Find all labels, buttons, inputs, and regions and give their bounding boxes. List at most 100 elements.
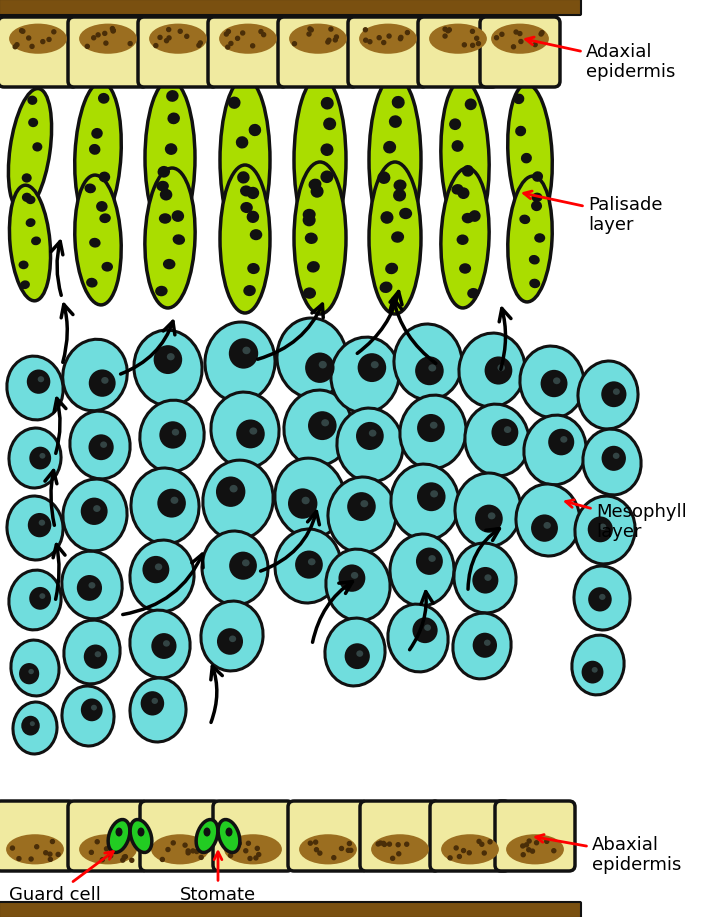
FancyArrowPatch shape [261, 512, 319, 571]
Ellipse shape [583, 429, 641, 495]
FancyBboxPatch shape [140, 801, 220, 871]
Ellipse shape [32, 142, 42, 151]
Ellipse shape [613, 453, 620, 458]
Ellipse shape [19, 663, 40, 684]
Ellipse shape [532, 193, 542, 202]
Ellipse shape [452, 184, 463, 194]
Ellipse shape [157, 489, 186, 517]
Circle shape [309, 841, 312, 845]
Ellipse shape [70, 411, 130, 479]
Ellipse shape [140, 400, 204, 472]
Ellipse shape [237, 419, 265, 448]
Ellipse shape [116, 827, 123, 836]
Ellipse shape [531, 514, 558, 542]
Circle shape [480, 843, 484, 846]
Ellipse shape [457, 235, 469, 245]
Ellipse shape [520, 346, 584, 418]
Ellipse shape [294, 162, 346, 314]
Ellipse shape [11, 640, 59, 696]
Ellipse shape [196, 820, 218, 853]
Ellipse shape [236, 137, 249, 149]
Ellipse shape [506, 834, 564, 865]
Ellipse shape [151, 633, 176, 659]
Ellipse shape [75, 83, 121, 226]
Circle shape [519, 39, 523, 43]
Circle shape [195, 849, 199, 854]
Circle shape [44, 851, 48, 855]
Ellipse shape [79, 24, 137, 54]
Ellipse shape [166, 90, 179, 102]
Circle shape [309, 28, 313, 32]
Circle shape [236, 37, 239, 40]
Circle shape [191, 849, 195, 853]
Circle shape [448, 856, 452, 860]
FancyBboxPatch shape [213, 801, 293, 871]
Circle shape [160, 857, 164, 861]
Text: Stomate: Stomate [180, 852, 256, 904]
Ellipse shape [80, 498, 107, 525]
Circle shape [185, 34, 189, 39]
Ellipse shape [62, 551, 122, 619]
Ellipse shape [21, 716, 40, 735]
FancyBboxPatch shape [278, 17, 358, 87]
Ellipse shape [416, 547, 443, 575]
Ellipse shape [220, 165, 270, 313]
Circle shape [85, 44, 89, 49]
Circle shape [514, 30, 518, 34]
Ellipse shape [203, 827, 210, 836]
Circle shape [347, 848, 350, 852]
Ellipse shape [358, 353, 386, 382]
FancyArrowPatch shape [499, 308, 511, 370]
Ellipse shape [25, 195, 35, 204]
Ellipse shape [240, 185, 253, 196]
Circle shape [521, 844, 525, 848]
Ellipse shape [475, 504, 503, 533]
Ellipse shape [250, 229, 262, 240]
Circle shape [313, 840, 318, 845]
Circle shape [457, 855, 462, 858]
Ellipse shape [305, 352, 335, 383]
Ellipse shape [237, 171, 250, 183]
Circle shape [467, 851, 472, 855]
Ellipse shape [205, 322, 275, 402]
Circle shape [262, 33, 265, 37]
Circle shape [540, 30, 544, 35]
Ellipse shape [369, 76, 421, 244]
Circle shape [186, 849, 190, 853]
Ellipse shape [284, 390, 352, 466]
FancyBboxPatch shape [430, 801, 510, 871]
Circle shape [530, 849, 534, 853]
Ellipse shape [108, 820, 130, 853]
Ellipse shape [588, 587, 611, 612]
Ellipse shape [96, 201, 107, 212]
Ellipse shape [504, 426, 511, 433]
Ellipse shape [79, 834, 137, 865]
Ellipse shape [599, 524, 606, 530]
FancyBboxPatch shape [0, 902, 581, 917]
Circle shape [111, 29, 115, 33]
Circle shape [454, 846, 458, 850]
Circle shape [518, 31, 522, 36]
Circle shape [92, 36, 96, 39]
Ellipse shape [321, 419, 329, 426]
Ellipse shape [171, 497, 179, 503]
Ellipse shape [155, 563, 162, 570]
Ellipse shape [6, 834, 64, 865]
Circle shape [383, 843, 386, 846]
Circle shape [257, 853, 261, 856]
Ellipse shape [498, 364, 505, 371]
Ellipse shape [553, 378, 561, 384]
Circle shape [398, 37, 402, 40]
Text: Abaxial
epidermis: Abaxial epidermis [536, 834, 681, 875]
Ellipse shape [561, 436, 568, 443]
FancyArrowPatch shape [51, 241, 63, 295]
Ellipse shape [369, 162, 421, 314]
Circle shape [172, 841, 175, 845]
Circle shape [527, 847, 531, 852]
Ellipse shape [417, 482, 445, 511]
Ellipse shape [202, 531, 268, 605]
Ellipse shape [13, 702, 57, 754]
Ellipse shape [246, 211, 259, 223]
Ellipse shape [430, 422, 438, 429]
Ellipse shape [64, 620, 120, 684]
